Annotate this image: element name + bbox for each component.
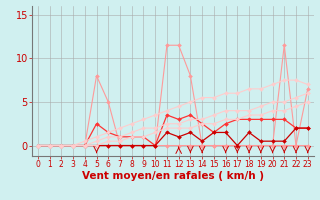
X-axis label: Vent moyen/en rafales ( km/h ): Vent moyen/en rafales ( km/h ) <box>82 171 264 181</box>
